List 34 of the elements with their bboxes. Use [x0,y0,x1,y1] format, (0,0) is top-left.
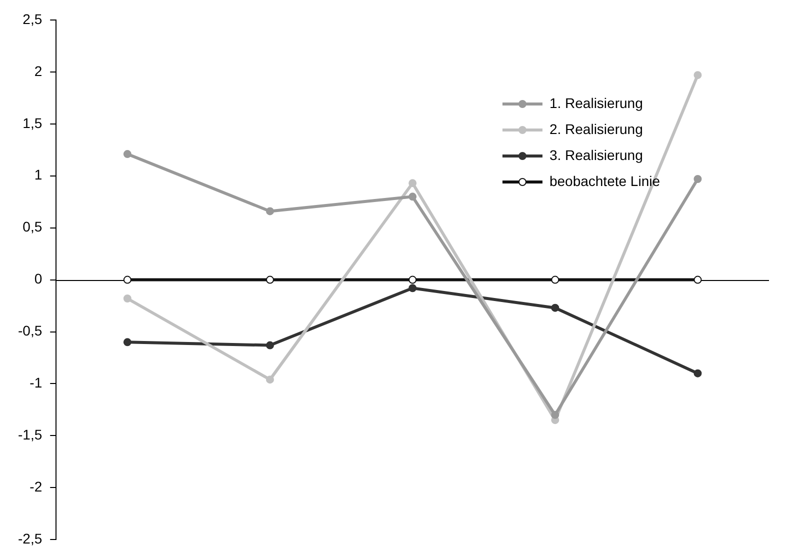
point [123,294,132,303]
point [408,284,417,292]
y-tick-label: -2 [30,478,42,494]
y-tick-label: 2,5 [22,10,42,27]
y-tick-label: 0 [34,270,42,287]
point [694,71,702,80]
point [123,150,132,158]
point [551,276,560,284]
point [266,341,274,350]
y-tick-label: 1,5 [22,114,42,131]
legend-label: 2. Realisierung [549,120,643,137]
point [266,276,274,284]
y-tick-label: -2,5 [18,530,42,546]
y-tick-label: 1 [34,166,42,183]
point [694,276,702,284]
legend-label: 3. Realisierung [549,146,643,163]
y-tick-label: -0,5 [18,322,42,339]
point [408,192,417,201]
point [123,276,132,284]
y-tick-label: 2 [34,62,42,79]
point [408,276,417,284]
legend-label: beobachtete Linie [549,172,660,189]
point [694,175,702,183]
legend-label: 1. Realisierung [549,94,643,111]
y-tick-label: 0,5 [22,218,42,235]
point [123,338,132,346]
point [551,304,560,312]
y-tick-label: -1,5 [18,426,42,443]
y-tick-label: -1 [30,374,42,391]
point [266,207,274,216]
point [551,410,560,419]
point [408,179,417,188]
point [266,376,274,384]
point [694,369,702,378]
